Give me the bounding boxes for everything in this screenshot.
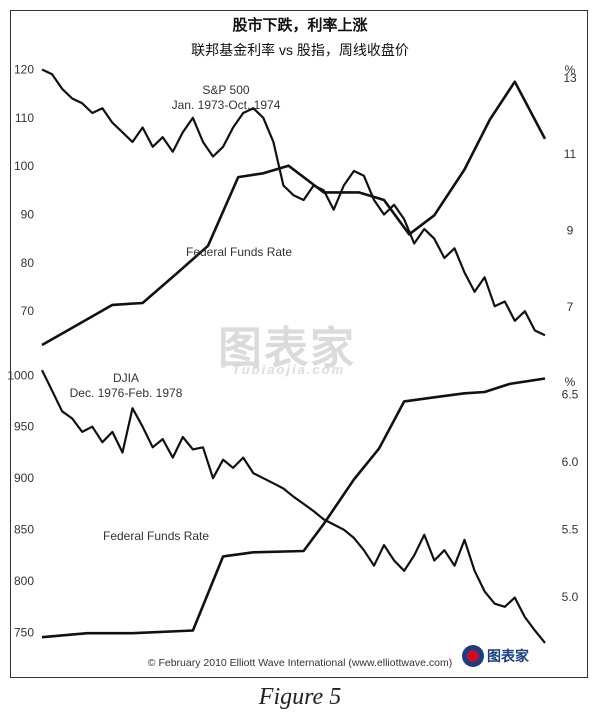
watermark-logo: 图表家	[218, 324, 356, 373]
series-label: S&P 500	[202, 83, 249, 97]
left-axis-tick-label: 900	[14, 471, 34, 485]
right-axis-tick-label: 5.5	[562, 522, 579, 536]
left-axis-tick-label: 100	[14, 159, 34, 173]
left-axis-tick-label: 950	[14, 420, 34, 434]
series-label: Dec. 1976-Feb. 1978	[70, 386, 183, 400]
logo-text: 图表家	[487, 648, 529, 664]
left-axis-tick-label: 80	[21, 256, 35, 270]
right-axis-tick-label: 6.0	[562, 455, 579, 469]
left-axis-tick-label: 70	[21, 304, 35, 318]
rate-series-label: Federal Funds Rate	[186, 245, 292, 259]
rate-series-line	[41, 377, 546, 639]
left-axis-tick-label: 800	[14, 574, 34, 588]
rate-series-line	[41, 80, 547, 347]
left-axis-tick-label: 110	[15, 111, 34, 125]
right-axis-tick-label: 13	[563, 71, 577, 85]
chart-frame	[10, 10, 588, 678]
left-axis-tick-label: 750	[14, 626, 34, 640]
right-axis-unit-label: %	[565, 375, 576, 389]
watermark-subtext: Tubiaojia.com	[232, 362, 346, 377]
series-label: DJIA	[113, 371, 139, 385]
series-label: Jan. 1973-Oct. 1974	[172, 98, 281, 112]
index-series-line	[41, 68, 546, 337]
left-axis-tick-label: 1000	[7, 368, 34, 382]
left-axis-tick-label: 120	[14, 63, 34, 77]
right-axis-tick-label: 11	[564, 147, 577, 161]
right-axis-tick-label: 5.0	[562, 590, 579, 604]
right-axis-tick-label: 6.5	[562, 388, 579, 402]
chart-subtitle: 联邦基金利率 vs 股指，周线收盘价	[191, 42, 409, 58]
left-axis-tick-label: 850	[14, 523, 34, 537]
index-series-line	[41, 369, 546, 644]
right-axis-unit-label: %	[565, 63, 576, 77]
figure-caption: Figure 5	[258, 684, 342, 710]
logo-mark-icon	[462, 645, 484, 667]
brand-logo: 图表家	[462, 645, 529, 667]
left-axis-tick-label: 90	[21, 208, 35, 222]
right-axis-tick-label: 7	[567, 300, 574, 314]
chart-title: 股市下跌，利率上涨	[232, 17, 368, 34]
rate-series-label: Federal Funds Rate	[103, 529, 209, 543]
copyright-notice: © February 2010 Elliott Wave Internation…	[147, 657, 453, 669]
right-axis-tick-label: 9	[567, 224, 574, 238]
